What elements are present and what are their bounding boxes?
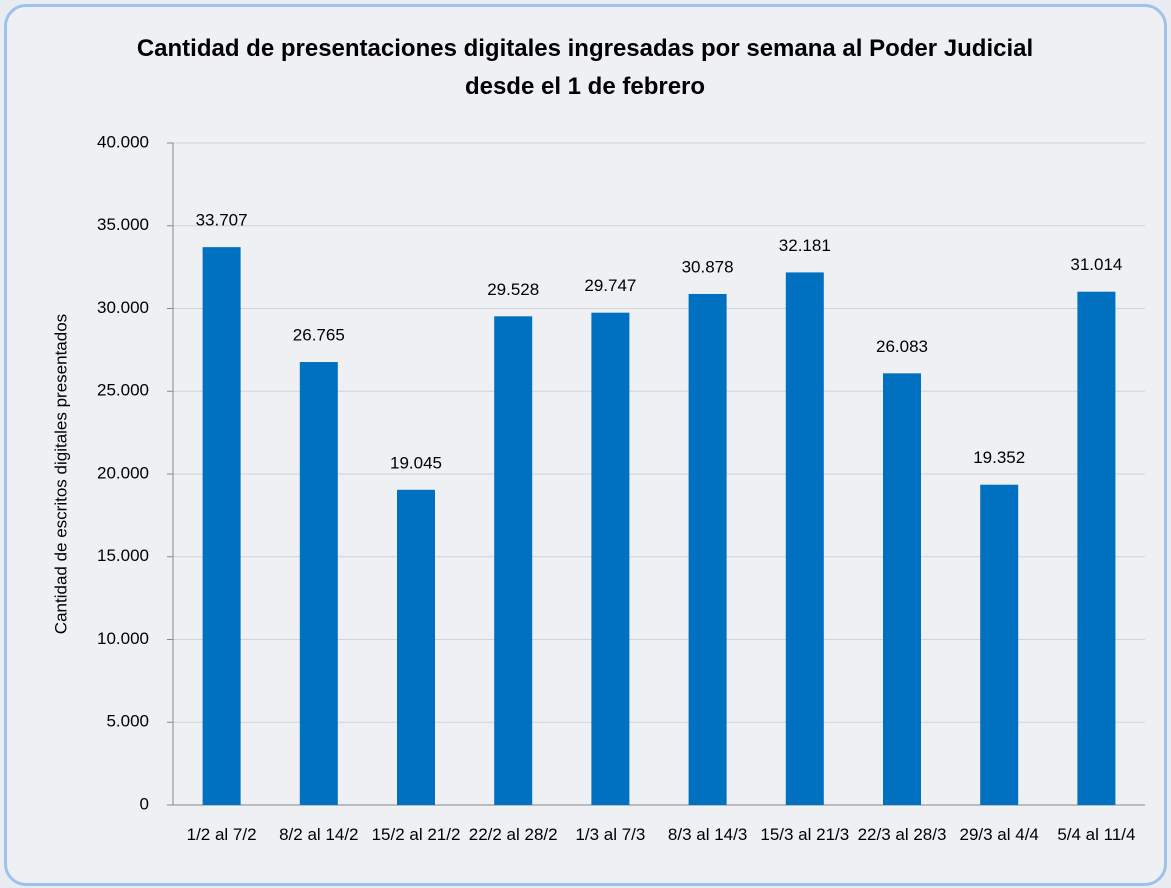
x-tick-label: 1/2 al 7/2 [186,825,257,844]
data-label: 19.352 [973,448,1025,467]
bar [980,484,1019,805]
bar [494,316,533,805]
x-tick-label: 22/2 al 28/2 [468,825,558,844]
bar [883,373,921,805]
y-tick-label: 10.000 [97,629,149,648]
x-tick-label: 5/4 al 11/4 [1057,825,1136,844]
x-tick-label: 1/3 al 7/3 [575,825,646,844]
data-label: 19.045 [390,453,442,472]
x-tick-label: 15/2 al 21/2 [371,825,461,844]
bar [785,272,824,806]
y-tick-label: 5.000 [106,712,149,731]
y-tick-label: 0 [140,794,149,813]
data-label: 30.878 [682,257,734,276]
x-tick-label: 22/3 al 28/3 [857,825,947,844]
x-tick-label: 8/3 al 14/3 [667,825,748,844]
y-tick-label: 25.000 [97,381,149,400]
y-axis-label: Cantidad de escritos digitales presentad… [51,314,70,634]
x-tick-label: 29/3 al 4/4 [959,825,1039,844]
bar [397,489,435,805]
bar [1077,291,1116,806]
y-tick-label: 35.000 [97,215,149,234]
y-tick-label: 30.000 [97,298,149,317]
data-label: 26.765 [293,326,345,345]
chart-title: Cantidad de presentaciones digitales ing… [136,35,1034,100]
bar [688,293,727,805]
y-tick-label: 15.000 [97,546,149,565]
x-tick-label: 15/3 al 21/3 [760,825,850,844]
data-label: 29.747 [584,276,636,295]
data-label: 31.014 [1070,255,1122,274]
data-label: 29.528 [487,280,539,299]
data-label: 33.707 [196,211,248,230]
data-label: 32.181 [779,236,831,255]
x-tick-label: 8/2 al 14/2 [279,825,359,844]
bar [591,312,630,805]
bar [202,247,241,805]
y-tick-label: 40.000 [97,132,149,151]
data-label: 26.083 [876,337,928,356]
y-tick-label: 20.000 [97,463,149,482]
bar [299,362,338,805]
frame [4,4,1167,886]
